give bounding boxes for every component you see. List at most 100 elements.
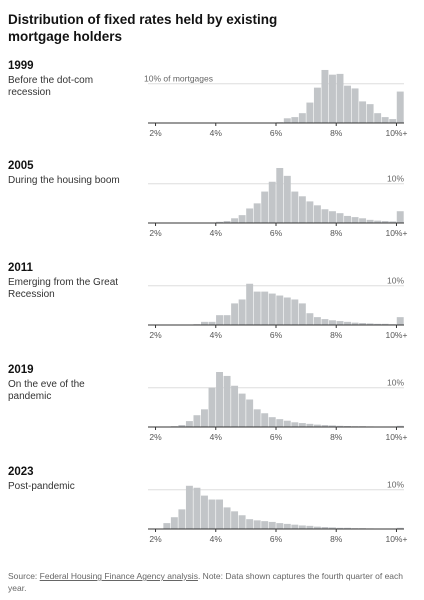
histogram-bar [283,297,291,325]
histogram-bar [185,421,193,427]
panel-year: 2005 [8,160,34,172]
panel-subtitle: During the housing boom [8,175,120,186]
histogram-bar [351,217,359,223]
panel-subtitle: Emerging from the Great Recession [8,277,119,300]
histogram-bar [359,218,367,223]
x-tick-label: 6% [270,432,283,442]
histogram-bar [298,525,306,529]
histogram-bar [336,213,344,223]
histogram-bar [329,527,336,529]
histogram-bar [329,211,336,223]
x-tick-label: 8% [330,228,343,238]
histogram-bar [321,527,329,529]
chart-title: Distribution of fixed rates held by exis… [8,12,278,44]
x-tick-label: 8% [330,432,343,442]
histogram-bar [396,91,404,123]
histogram-bar [193,487,201,529]
source-link[interactable]: Federal Housing Finance Agency analysis [39,571,198,581]
histogram-chart: 10% 2% 4% 6% 8% 10%+ [148,276,407,340]
histogram-bar [238,299,246,325]
histogram-bar [389,221,397,223]
histogram-chart: 10% 2% 4% 6% 8% 10%+ [148,372,407,442]
panel-year: 2019 [8,364,34,376]
histogram-bar [185,485,193,529]
histogram-bar [298,113,306,123]
x-tick-label: 4% [210,228,223,238]
histogram-bar [283,118,291,123]
histogram-bar [216,372,223,427]
histogram-bar [170,517,178,529]
x-tick-label: 6% [270,534,283,544]
ref-label: 10% [387,276,404,286]
histogram-bar [396,211,404,223]
x-tick-label: 4% [210,330,223,340]
histogram-bar [208,387,216,427]
histogram-bar [306,525,314,529]
histogram-bar [283,175,291,223]
histogram-bar [216,315,223,325]
histogram-bar [291,117,299,123]
histogram-bar [178,425,186,427]
histogram-bar [381,323,389,325]
histogram-bar [261,291,269,325]
histogram-bar [261,413,269,427]
source-note: Source: Federal Housing Finance Agency a… [8,570,416,594]
histogram-bar [321,209,329,223]
histogram-bar [268,181,276,223]
histogram-bar [336,527,344,529]
x-tick-label: 10%+ [385,432,407,442]
histogram-bar [253,203,261,223]
histogram-bar [163,523,171,529]
panel-year: 2011 [8,262,33,274]
histogram-bar [261,521,269,529]
x-tick-label: 2% [149,228,162,238]
histogram-bar [231,303,239,325]
histogram-bar [306,201,314,223]
histogram-bar [336,425,344,427]
x-tick-label: 10%+ [385,128,407,138]
histogram-bar [208,499,216,529]
histogram-bar [276,419,284,427]
histogram-bar [321,69,329,123]
histogram-bar [246,399,254,427]
histogram-chart: 10% 2% 4% 6% 8% 10%+ [148,480,407,544]
histogram-bar [344,85,351,123]
histogram-bar [201,495,208,529]
x-tick-label: 8% [330,330,343,340]
x-tick-label: 6% [270,128,283,138]
histogram-bar [336,73,344,123]
x-tick-label: 2% [149,330,162,340]
histogram-bar [253,520,261,529]
histogram-bar [238,215,246,223]
histogram-bar [276,168,284,223]
histogram-bar [268,521,276,529]
histogram-bar [246,283,254,325]
histogram-bar [291,191,299,223]
histogram-bar [283,523,291,529]
x-tick-label: 2% [149,432,162,442]
histogram-bar [381,117,389,123]
histogram-bar [344,527,351,529]
histogram-bar [283,420,291,427]
histogram-bar [223,507,231,529]
histogram-bar [359,323,367,325]
histogram-bar [359,101,367,123]
x-tick-label: 10%+ [385,330,407,340]
histogram-bar [238,515,246,529]
source-suffix: . Note: Data shown captures the fourth q… [8,571,404,593]
panel-subtitle: Before the dot-com recession [8,75,94,98]
ref-label: 10% [387,480,404,490]
histogram-bar [389,119,397,123]
histogram-bar [291,299,299,325]
histogram-bar [313,317,321,325]
x-tick-label: 8% [330,128,343,138]
histogram-bar [396,425,404,427]
histogram-bar [366,104,374,123]
histogram-bar [298,423,306,427]
histogram-chart: 10% 2% 4% 6% 8% 10%+ [148,168,407,238]
histogram-bar [351,88,359,123]
histogram-bar [321,319,329,325]
histogram-bar [313,526,321,529]
histogram-bar [253,409,261,427]
histogram-bar [321,425,329,427]
